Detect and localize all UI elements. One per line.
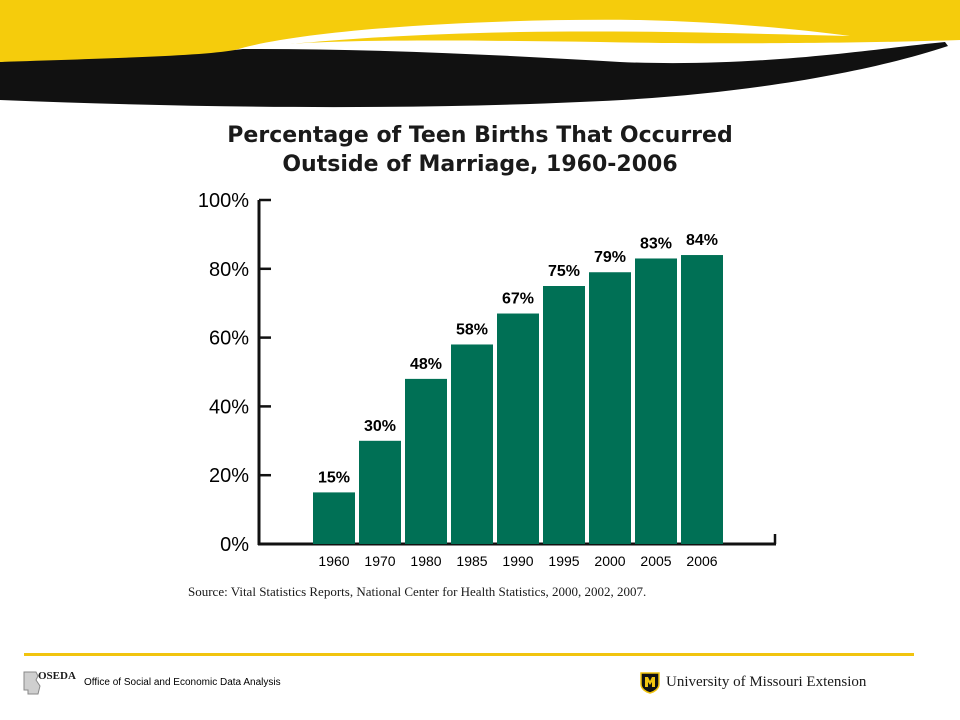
bar [451, 344, 493, 544]
bar-value-label: 48% [410, 356, 442, 373]
x-tick-label: 1980 [410, 553, 441, 569]
bar [359, 440, 401, 544]
bar-value-label: 58% [456, 321, 488, 338]
oseda-full-name: Office of Social and Economic Data Analy… [84, 677, 281, 688]
x-tick-label: 2005 [640, 553, 671, 569]
chart-title-line-1: Percentage of Teen Births That Occurred [227, 123, 733, 148]
bar-value-label: 15% [318, 469, 350, 486]
header-banner [0, 0, 960, 108]
x-tick-label: 1970 [364, 553, 395, 569]
y-tick-label: 80% [209, 259, 249, 281]
chart-title: Percentage of Teen Births That Occurred … [160, 121, 800, 179]
y-tick-label: 20% [209, 465, 249, 487]
bar-value-label: 67% [502, 291, 534, 308]
bar [681, 255, 723, 545]
bar [497, 313, 539, 544]
bar-value-label: 84% [686, 232, 718, 249]
bar [543, 286, 585, 544]
x-tick-label: 1990 [502, 553, 533, 569]
y-tick-label: 60% [209, 328, 249, 350]
x-tick-label: 1960 [318, 553, 349, 569]
y-tick-label: 40% [209, 396, 249, 418]
y-tick-label: 100% [198, 190, 249, 212]
chart-title-line-2: Outside of Marriage, 1960-2006 [282, 152, 678, 177]
source-note: Source: Vital Statistics Reports, Nation… [188, 584, 647, 599]
x-tick-label: 1985 [456, 553, 487, 569]
x-tick-label: 2006 [686, 553, 717, 569]
bar [589, 272, 631, 544]
mu-shield-icon [640, 672, 660, 694]
x-tick-label: 1995 [548, 553, 579, 569]
footer-divider [24, 653, 914, 656]
bar-value-label: 83% [640, 235, 672, 252]
bar-value-label: 75% [548, 263, 580, 280]
y-tick-label: 0% [220, 534, 249, 556]
bar-value-label: 79% [594, 249, 626, 266]
x-tick-label: 2000 [594, 553, 625, 569]
bar [635, 258, 677, 544]
bar-value-label: 30% [364, 418, 396, 435]
banner-black-swoosh [0, 42, 948, 108]
missouri-map-icon [23, 671, 41, 695]
bar [405, 378, 447, 544]
oseda-abbreviation: OSEDA [38, 670, 76, 682]
bar [313, 492, 355, 544]
university-name: University of Missouri Extension [666, 674, 867, 690]
banner-white-streak [235, 19, 850, 50]
